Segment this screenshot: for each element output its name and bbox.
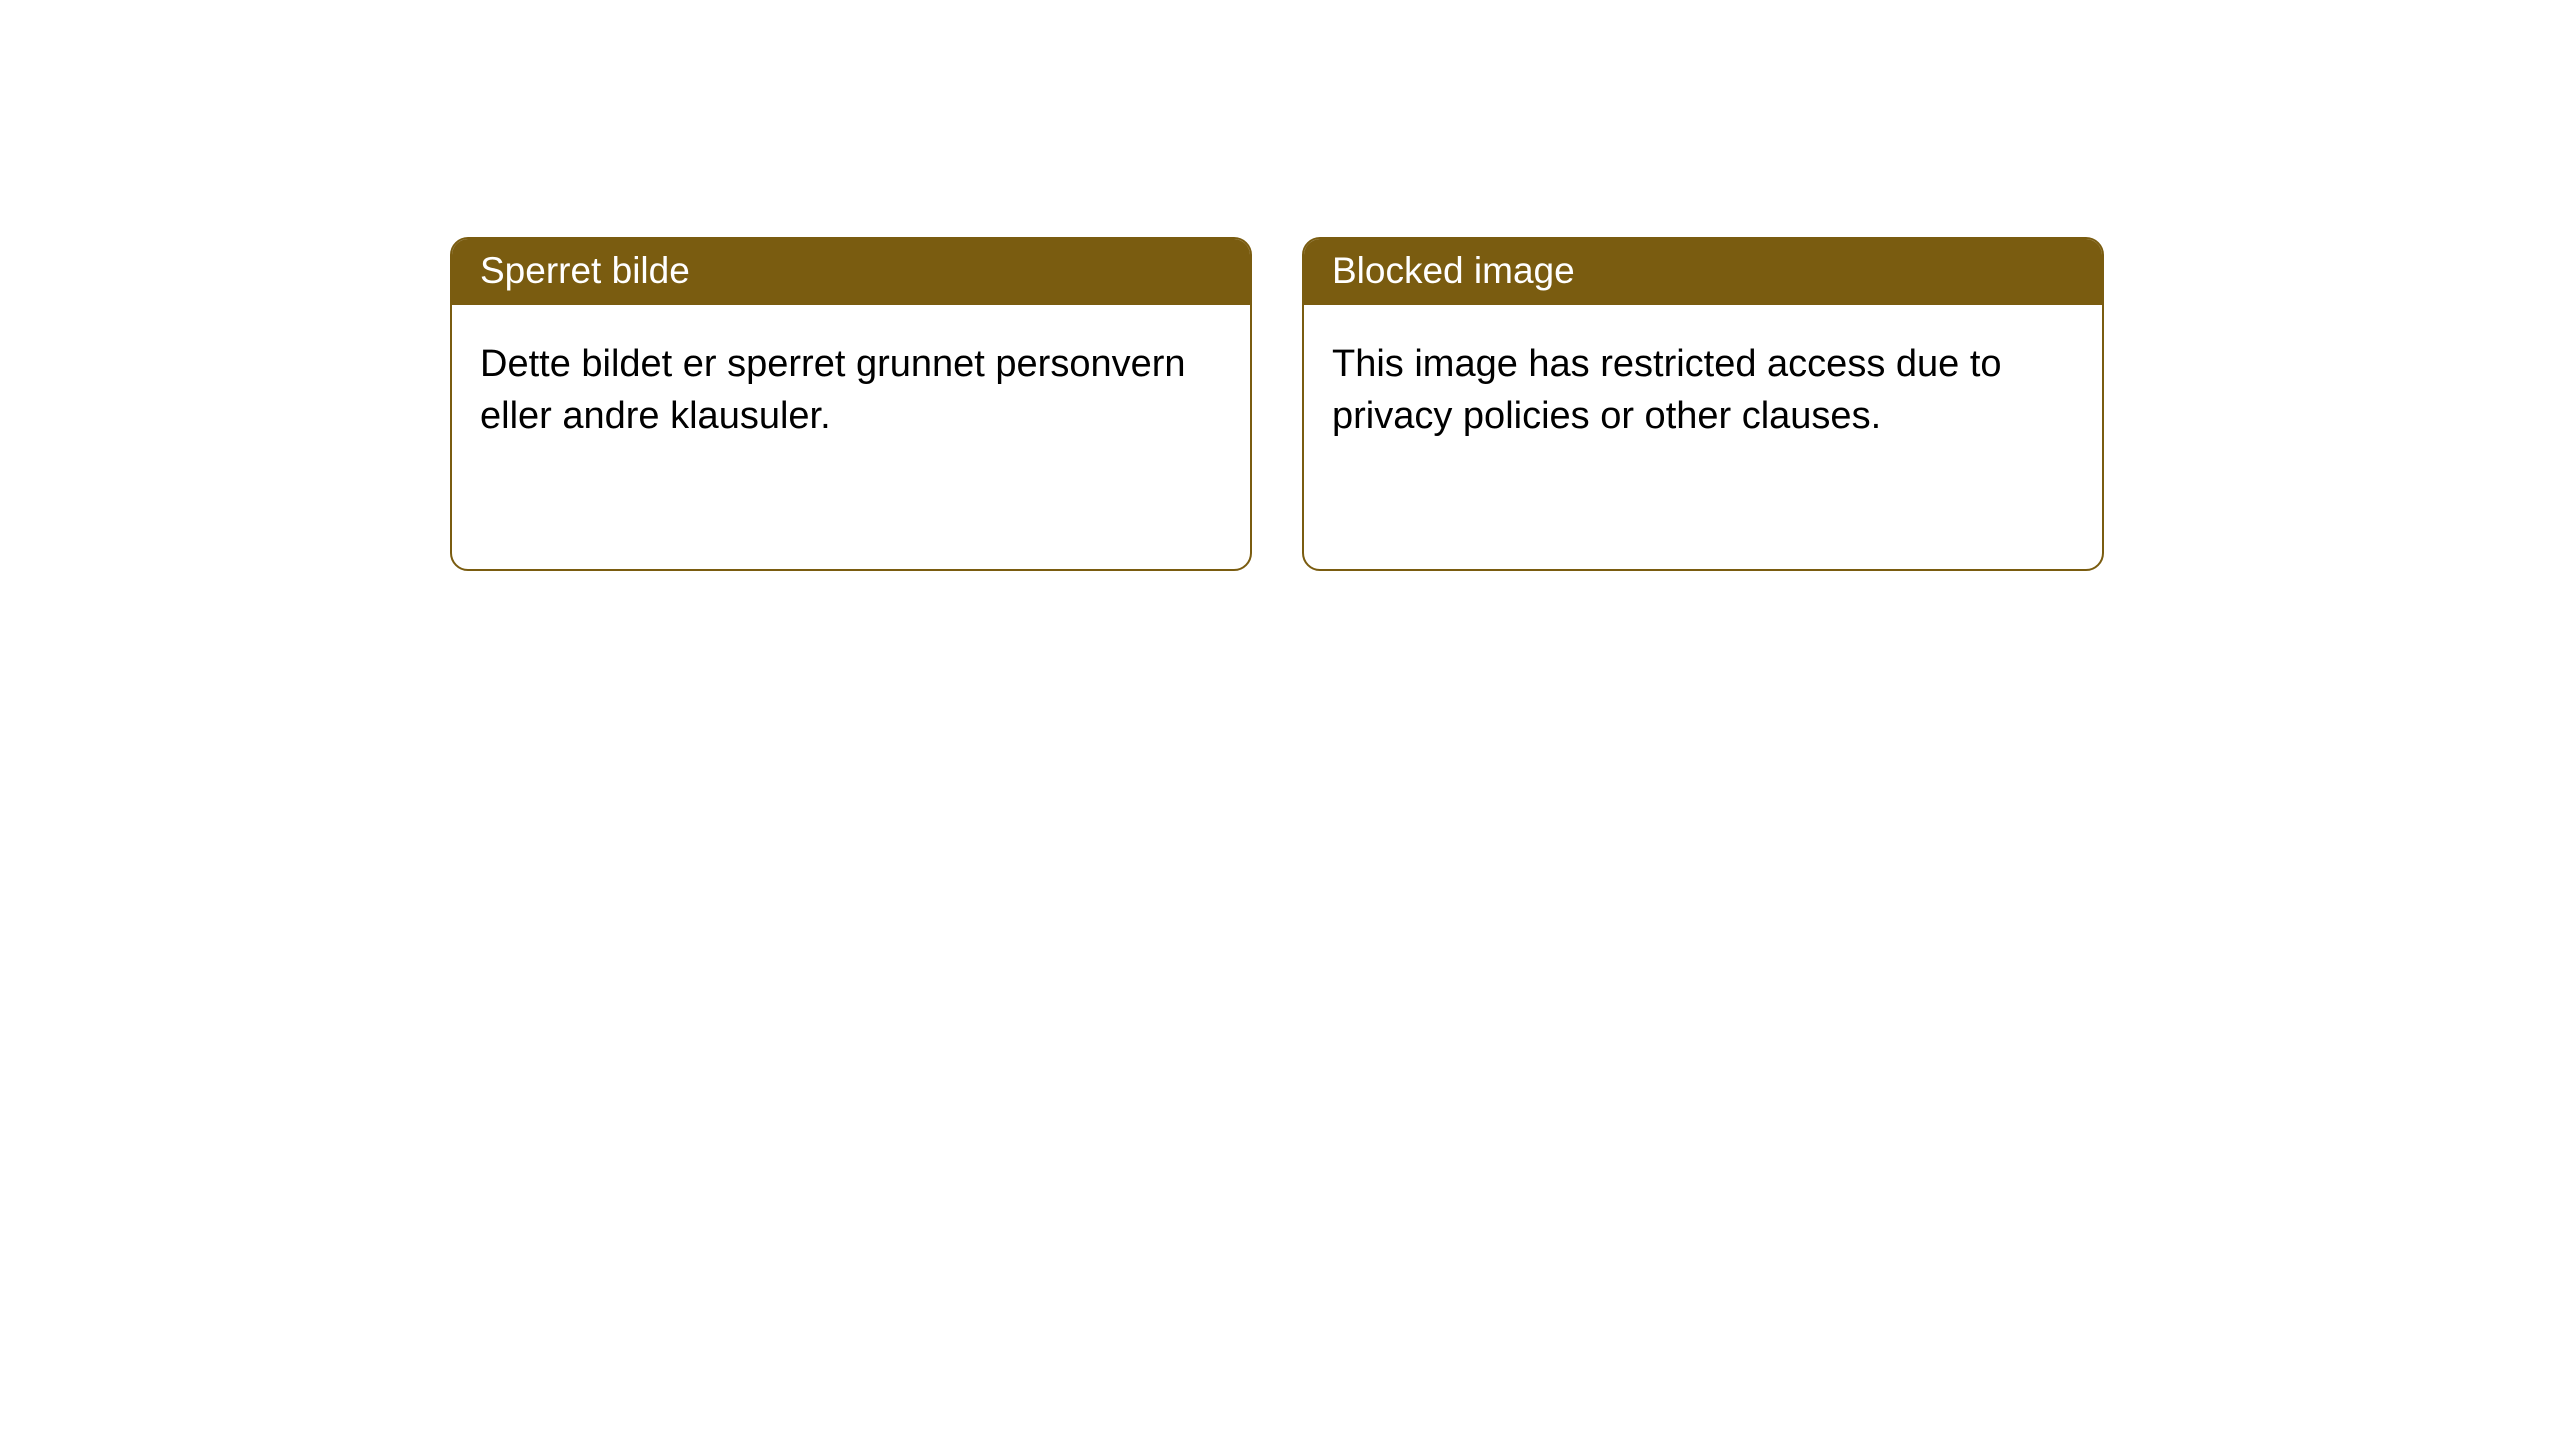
notice-title-no: Sperret bilde <box>452 239 1250 305</box>
notice-body-en: This image has restricted access due to … <box>1304 305 2102 476</box>
notice-body-no: Dette bildet er sperret grunnet personve… <box>452 305 1250 476</box>
notice-card-en: Blocked image This image has restricted … <box>1302 237 2104 571</box>
notice-container: Sperret bilde Dette bildet er sperret gr… <box>0 0 2560 571</box>
notice-card-no: Sperret bilde Dette bildet er sperret gr… <box>450 237 1252 571</box>
notice-title-en: Blocked image <box>1304 239 2102 305</box>
